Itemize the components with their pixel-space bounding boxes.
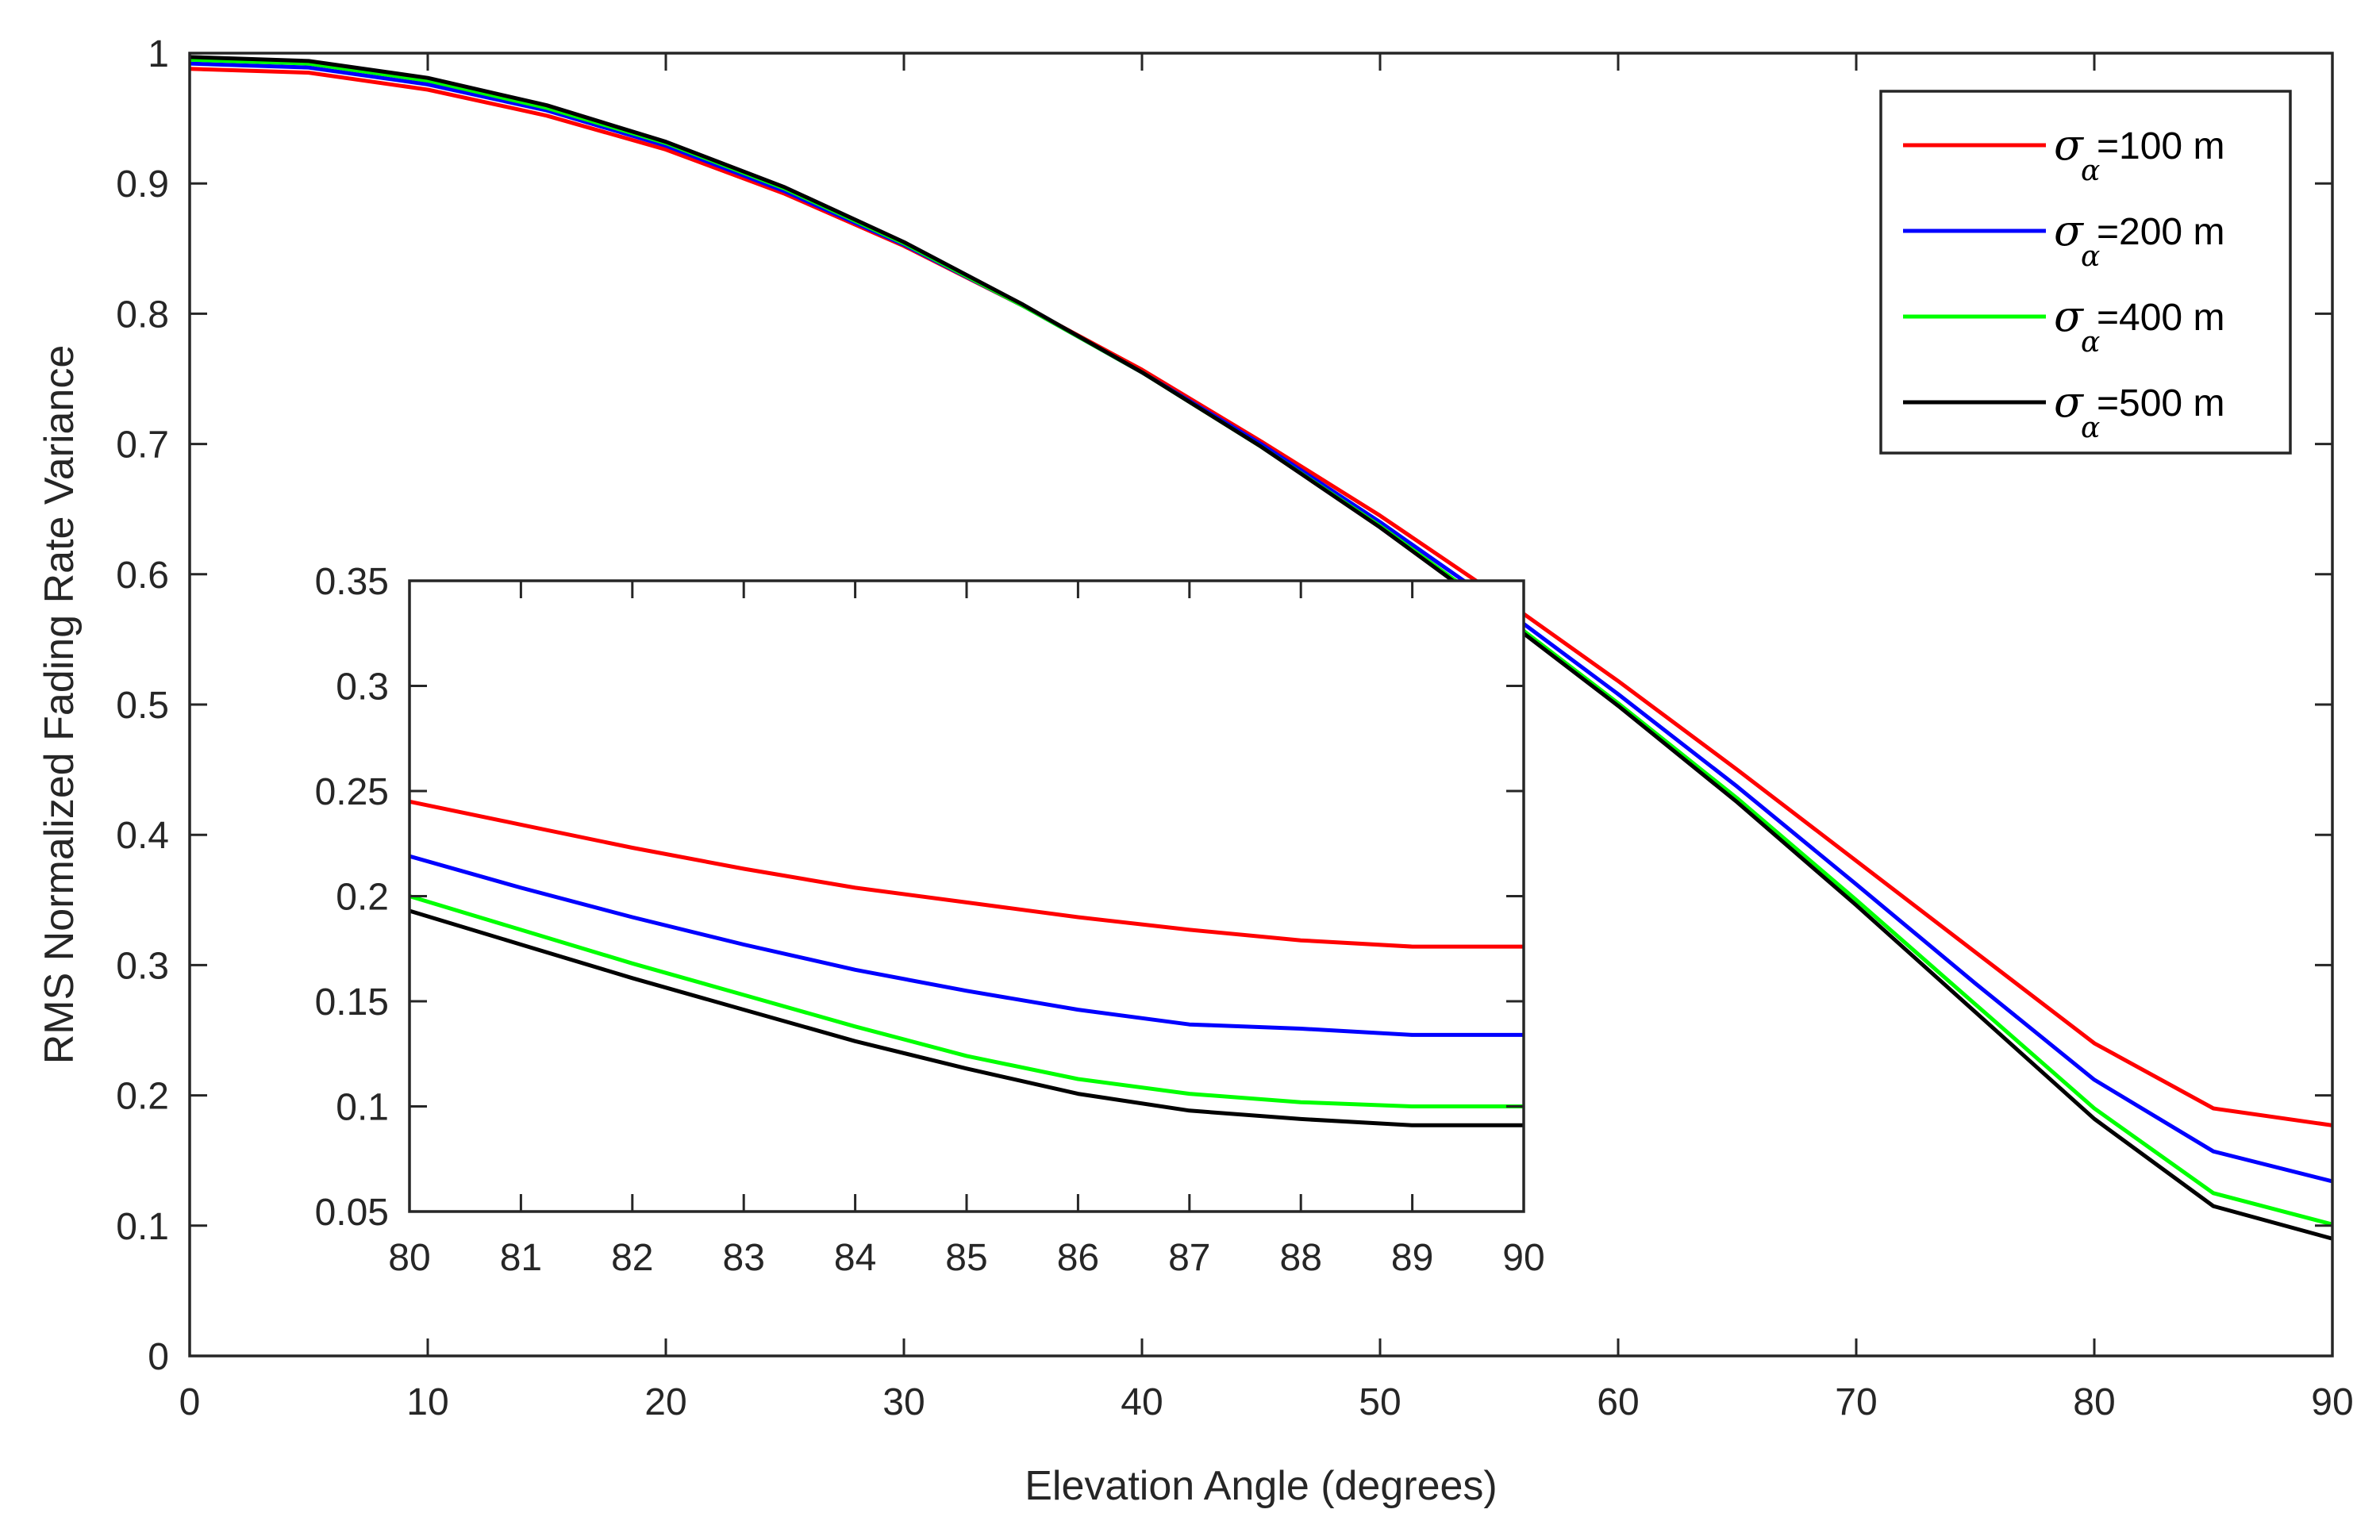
inset-x-tick-label: 86: [1057, 1237, 1099, 1279]
inset-x-tick-label: 85: [945, 1237, 987, 1279]
inset-series-line-0: [409, 799, 1524, 949]
legend-subscript-2: α: [2081, 326, 2100, 359]
main-y-tick-label: 0.5: [116, 685, 169, 727]
main-y-tick-label: 0.1: [116, 1206, 169, 1248]
legend-label-1: =200 m: [2097, 211, 2224, 253]
legend-symbol-0: σ: [2054, 120, 2085, 170]
legend-subscript-1: α: [2081, 240, 2100, 273]
main-y-tick-label: 0.8: [116, 294, 169, 336]
inset-y-tick-label: 0.35: [315, 561, 389, 603]
inset-series-line-2: [409, 894, 1524, 1108]
main-y-tick-label: 0.6: [116, 555, 169, 597]
legend-label-0: =100 m: [2097, 125, 2224, 167]
main-series-line-1: [190, 61, 2332, 1184]
main-y-tick-label: 0.3: [116, 945, 169, 987]
main-y-tick-label: 0.2: [116, 1076, 169, 1118]
main-series-line-0: [190, 67, 2332, 1127]
legend-symbol-2: σ: [2054, 291, 2085, 341]
main-x-tick-label: 30: [882, 1381, 925, 1423]
inset-plot-area: [409, 581, 1524, 1212]
inset-x-tick-label: 82: [611, 1237, 653, 1279]
y-axis-title: RMS Normalized Fading Rate Variance: [37, 345, 83, 1065]
legend-label-3: =500 m: [2097, 382, 2224, 424]
main-y-tick-label: 0: [148, 1336, 169, 1378]
inset-y-tick-label: 0.1: [336, 1087, 389, 1129]
legend-symbol-3: σ: [2054, 377, 2085, 427]
main-x-tick-label: 90: [2311, 1381, 2353, 1423]
x-axis-title: Elevation Angle (degrees): [1025, 1463, 1498, 1509]
inset-series-line-1: [409, 854, 1524, 1037]
inset-y-tick-label: 0.05: [315, 1192, 389, 1234]
inset-y-tick-label: 0.25: [315, 771, 389, 813]
main-x-tick-label: 0: [179, 1381, 201, 1423]
main-x-tick-label: 60: [1597, 1381, 1639, 1423]
legend-label-2: =400 m: [2097, 297, 2224, 339]
main-x-tick-label: 70: [1835, 1381, 1877, 1423]
inset-x-tick-label: 83: [723, 1237, 765, 1279]
main-x-tick-label: 20: [644, 1381, 686, 1423]
inset-x-tick-label: 90: [1502, 1237, 1544, 1279]
inset-y-tick-label: 0.15: [315, 981, 389, 1023]
main-x-tick-label: 80: [2073, 1381, 2115, 1423]
inset-x-tick-label: 89: [1391, 1237, 1433, 1279]
main-y-tick-label: 0.9: [116, 163, 169, 205]
main-x-tick-label: 10: [406, 1381, 448, 1423]
inset-series-line-3: [409, 908, 1524, 1127]
main-y-tick-label: 0.4: [116, 815, 169, 857]
inset-x-tick-label: 80: [388, 1237, 430, 1279]
main-x-tick-label: 50: [1359, 1381, 1401, 1423]
main-y-tick-label: 1: [148, 33, 169, 75]
inset-x-tick-label: 87: [1168, 1237, 1210, 1279]
legend-symbol-1: σ: [2054, 205, 2085, 255]
legend-subscript-0: α: [2081, 155, 2100, 187]
legend-box: [1879, 90, 2292, 455]
legend-subscript-3: α: [2081, 412, 2100, 444]
inset-x-tick-label: 84: [834, 1237, 876, 1279]
inset-x-tick-label: 81: [500, 1237, 542, 1279]
main-y-tick-label: 0.7: [116, 424, 169, 467]
inset-y-tick-label: 0.2: [336, 877, 389, 919]
inset-x-tick-label: 88: [1280, 1237, 1322, 1279]
main-series-line-3: [190, 55, 2332, 1241]
inset-axes-frame: [408, 579, 1525, 1213]
main-x-tick-label: 40: [1121, 1381, 1163, 1423]
main-axes-frame: [188, 52, 2334, 1358]
inset-y-tick-label: 0.3: [336, 666, 389, 709]
